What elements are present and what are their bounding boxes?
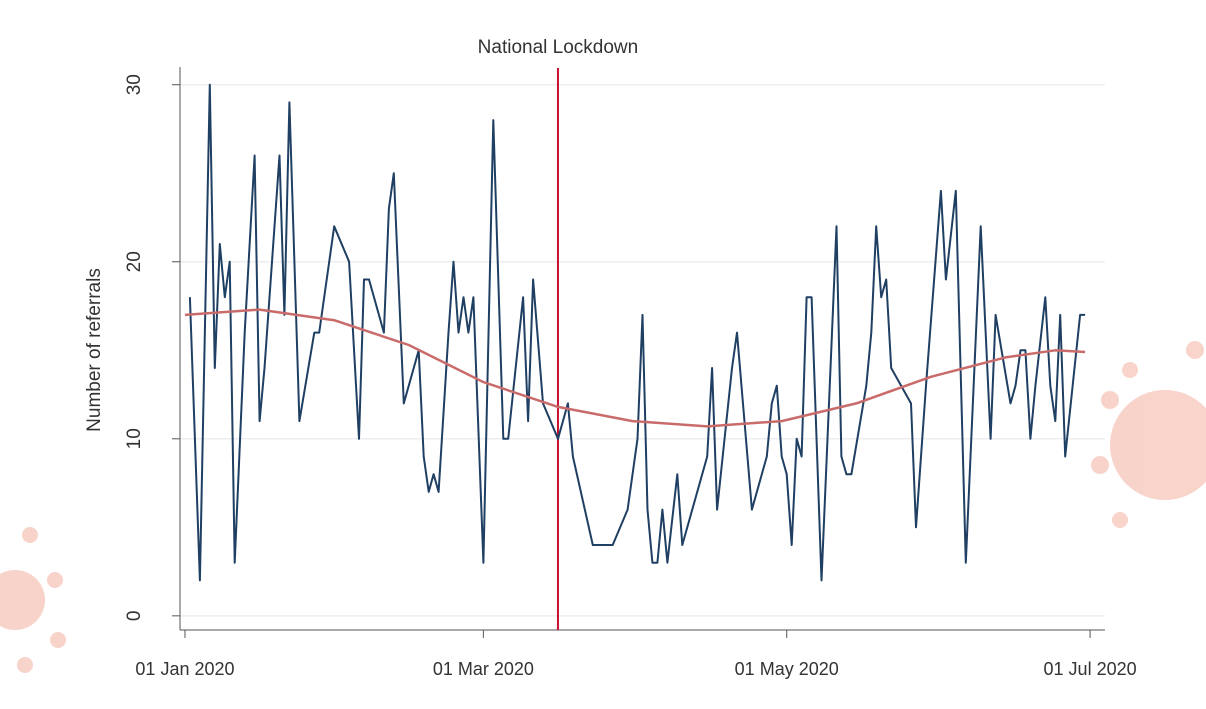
x-tick-label: 01 Mar 2020 [433, 659, 534, 679]
annotation-label: National Lockdown [478, 37, 639, 58]
y-tick-label: 10 [124, 428, 145, 449]
chart: Number of referrals 0 10 20 30 01 Jan 2020 01… [0, 0, 1206, 704]
x-tick-label: 01 Jul 2020 [1044, 659, 1137, 679]
y-tick-label: 30 [124, 74, 145, 95]
y-tick-label: 0 [124, 611, 145, 622]
y-tick-label: 20 [124, 251, 145, 272]
page: {"chart_data": {"type": "line", "y_label… [0, 0, 1206, 704]
decoration [0, 341, 1206, 673]
x-tick-label: 01 Jan 2020 [135, 659, 234, 679]
y-axis-label: Number of referrals [84, 268, 105, 432]
series-line [190, 85, 1085, 581]
x-tick-label: 01 May 2020 [735, 659, 839, 679]
